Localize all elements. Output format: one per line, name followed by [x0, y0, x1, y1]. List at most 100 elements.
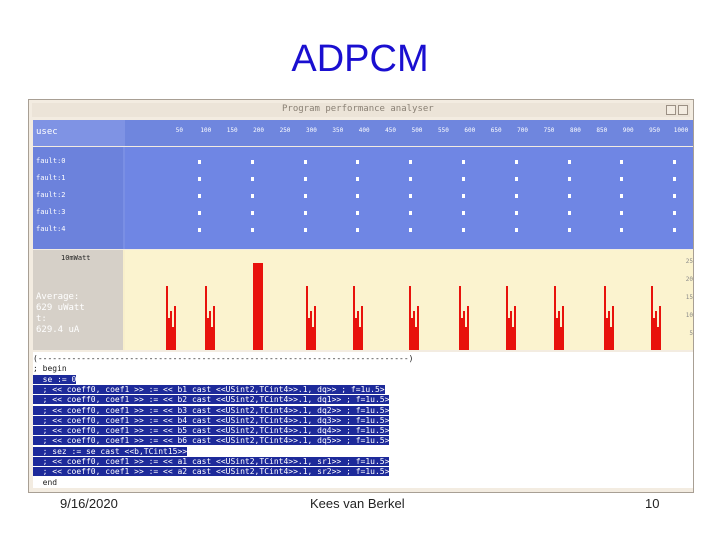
power-spike [353, 285, 356, 350]
code-line[interactable]: ; begin [33, 364, 67, 373]
power-spike [357, 311, 360, 350]
fault-marker [673, 194, 677, 198]
power-spike [555, 317, 558, 350]
power-y-tick: 10 [685, 312, 693, 319]
fault-marker [620, 228, 624, 232]
code-line[interactable]: ; sez := se cast <<b,TCint15>> [33, 446, 188, 456]
power-trace[interactable]: 25 20 15 10 5 [125, 250, 693, 350]
fault-marker [409, 177, 413, 181]
power-spike [309, 311, 312, 350]
code-line[interactable]: ; << coeff0, coef1 >> := << b5 cast <<US… [33, 426, 390, 436]
time-tick: 650 [490, 127, 502, 134]
power-y-tick: 5 [689, 330, 693, 337]
fault-marker [673, 228, 677, 232]
fault-marker [567, 177, 571, 181]
power-spike [609, 327, 612, 350]
power-spike [305, 285, 308, 350]
source-code-panel[interactable]: (---------------------------------------… [33, 352, 693, 488]
fault-marker [620, 177, 624, 181]
fault-labels: fault:0 fault:1 fault:2 fault:3 fault:4 [33, 147, 123, 249]
fault-row-label: fault:3 [36, 208, 66, 216]
power-spike [359, 327, 362, 350]
fault-marker [250, 228, 254, 232]
window-titlebar[interactable]: Program performance analyser [32, 103, 690, 117]
code-line[interactable]: ; << coeff0, coef1 >> := << b1 cast <<US… [33, 384, 385, 394]
power-spike [512, 327, 515, 350]
power-spike [559, 327, 562, 350]
fault-panel: fault:0 fault:1 fault:2 fault:3 fault:4 [33, 147, 693, 249]
fault-marker [514, 211, 518, 215]
power-spike [561, 305, 564, 350]
fault-marker [567, 228, 571, 232]
power-spike [557, 311, 560, 350]
window-title: Program performance analyser [282, 104, 434, 114]
footer-page-number: 10 [645, 496, 660, 511]
time-axis[interactable]: 50 100 150 200 250 300 350 400 450 500 550 600 650 70… [125, 120, 693, 146]
time-unit-label: usec [36, 127, 58, 137]
code-text: ; << coeff0, coef1 >> := << b4 cast <<US… [33, 415, 390, 425]
footer-author: Kees van Berkel [310, 496, 405, 511]
code-line[interactable]: ; << coeff0, coef1 >> := << a1 cast <<US… [33, 457, 390, 466]
fault-marker [673, 211, 677, 215]
power-spike [653, 317, 656, 350]
time-tick: 550 [437, 127, 449, 134]
code-line[interactable]: ; << coeff0, coef1 >> := << b2 cast <<US… [33, 395, 390, 405]
close-icon[interactable] [678, 105, 688, 115]
code-line[interactable]: ; << coeff0, coef1 >> := << b6 cast <<US… [33, 436, 390, 446]
code-line[interactable]: end [33, 478, 57, 487]
power-spike [659, 305, 662, 350]
minimize-icon[interactable] [666, 105, 676, 115]
code-text: ; sez := se cast <<b,TCint15>> [33, 446, 188, 456]
time-tick: 300 [305, 127, 317, 134]
power-scale-label: 10mWatt [61, 254, 91, 262]
power-y-tick: 15 [685, 294, 693, 301]
code-line[interactable]: ; << coeff0, coef1 >> := << a2 cast <<US… [33, 467, 390, 477]
power-spike [167, 317, 170, 350]
code-line[interactable]: ; << coeff0, coef1 >> := << b4 cast <<US… [33, 415, 390, 425]
power-spike [611, 305, 614, 350]
fault-row-label: fault:4 [36, 225, 66, 233]
fault-marker [462, 228, 465, 232]
fault-lane[interactable] [125, 147, 693, 249]
average-value: 629 uWatt [36, 303, 85, 313]
fault-marker [356, 228, 360, 232]
extra-line-1: t: [36, 314, 47, 324]
power-spike [173, 305, 176, 350]
code-text: se := 0 [33, 374, 77, 384]
power-spike [260, 262, 263, 350]
power-spike [603, 285, 606, 350]
code-line[interactable]: ; << coeff0, coef1 >> := << b3 cast <<US… [33, 405, 390, 415]
time-tick: 250 [279, 127, 291, 134]
power-spike [553, 285, 556, 350]
fault-marker [409, 228, 413, 232]
fault-marker [462, 211, 465, 215]
fault-marker [409, 194, 413, 198]
time-tick: 150 [226, 127, 238, 134]
fault-marker [409, 160, 413, 164]
power-spike [355, 317, 358, 350]
power-spike [508, 317, 511, 350]
fault-marker [514, 194, 518, 198]
power-spike [313, 305, 316, 350]
power-spike [171, 327, 174, 350]
time-tick: 900 [622, 127, 634, 134]
fault-marker [356, 160, 360, 164]
fault-marker [620, 211, 624, 215]
power-spike [258, 262, 261, 350]
power-spike [605, 317, 608, 350]
fault-marker [620, 160, 624, 164]
code-line[interactable]: (---------------------------------------… [33, 354, 414, 363]
code-line[interactable]: se := 0 [33, 374, 77, 384]
power-spike [462, 311, 465, 350]
fault-marker [514, 160, 518, 164]
power-spike [169, 311, 172, 350]
time-tick: 200 [253, 127, 265, 134]
power-spike [657, 327, 660, 350]
power-spike [165, 285, 168, 350]
power-spike [416, 305, 419, 350]
fault-marker [409, 211, 413, 215]
fault-marker [198, 228, 201, 232]
code-text: ; << coeff0, coef1 >> := << b5 cast <<US… [33, 426, 390, 436]
fault-marker [303, 228, 307, 232]
power-spike [256, 262, 259, 350]
